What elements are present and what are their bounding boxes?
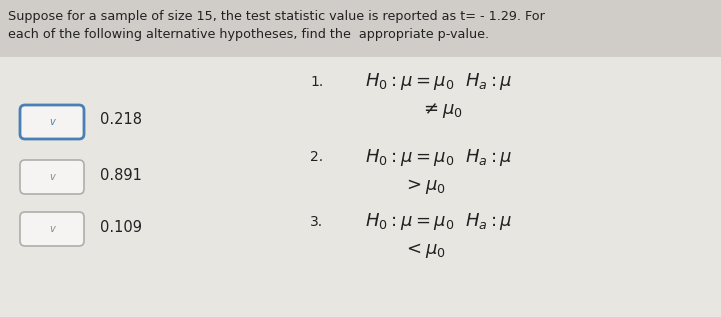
Text: $< \mu_0$: $< \mu_0$	[403, 242, 446, 261]
Text: $> \mu_0$: $> \mu_0$	[403, 177, 446, 196]
Text: Suppose for a sample of size 15, the test statistic value is reported as t= - 1.: Suppose for a sample of size 15, the tes…	[8, 10, 545, 23]
Text: each of the following alternative hypotheses, find the  appropriate p-value.: each of the following alternative hypoth…	[8, 28, 489, 41]
FancyBboxPatch shape	[0, 0, 721, 57]
Text: 0.218: 0.218	[100, 113, 142, 127]
Text: 0.891: 0.891	[100, 169, 142, 184]
Text: 2.: 2.	[310, 150, 323, 164]
Text: v: v	[49, 224, 55, 234]
Text: $H_0 : \mu = \mu_0$  $H_a : \mu$: $H_0 : \mu = \mu_0$ $H_a : \mu$	[365, 72, 513, 93]
Text: 3.: 3.	[310, 215, 323, 229]
FancyBboxPatch shape	[20, 160, 84, 194]
Text: $H_0 : \mu = \mu_0$  $H_a : \mu$: $H_0 : \mu = \mu_0$ $H_a : \mu$	[365, 211, 513, 232]
Text: v: v	[49, 172, 55, 182]
Text: v: v	[49, 117, 55, 127]
Text: $H_0 : \mu = \mu_0$  $H_a : \mu$: $H_0 : \mu = \mu_0$ $H_a : \mu$	[365, 146, 513, 167]
Text: 0.109: 0.109	[100, 221, 142, 236]
Text: 1.: 1.	[310, 75, 323, 89]
FancyBboxPatch shape	[20, 105, 84, 139]
FancyBboxPatch shape	[20, 212, 84, 246]
Text: $\neq \mu_0$: $\neq \mu_0$	[420, 101, 463, 120]
